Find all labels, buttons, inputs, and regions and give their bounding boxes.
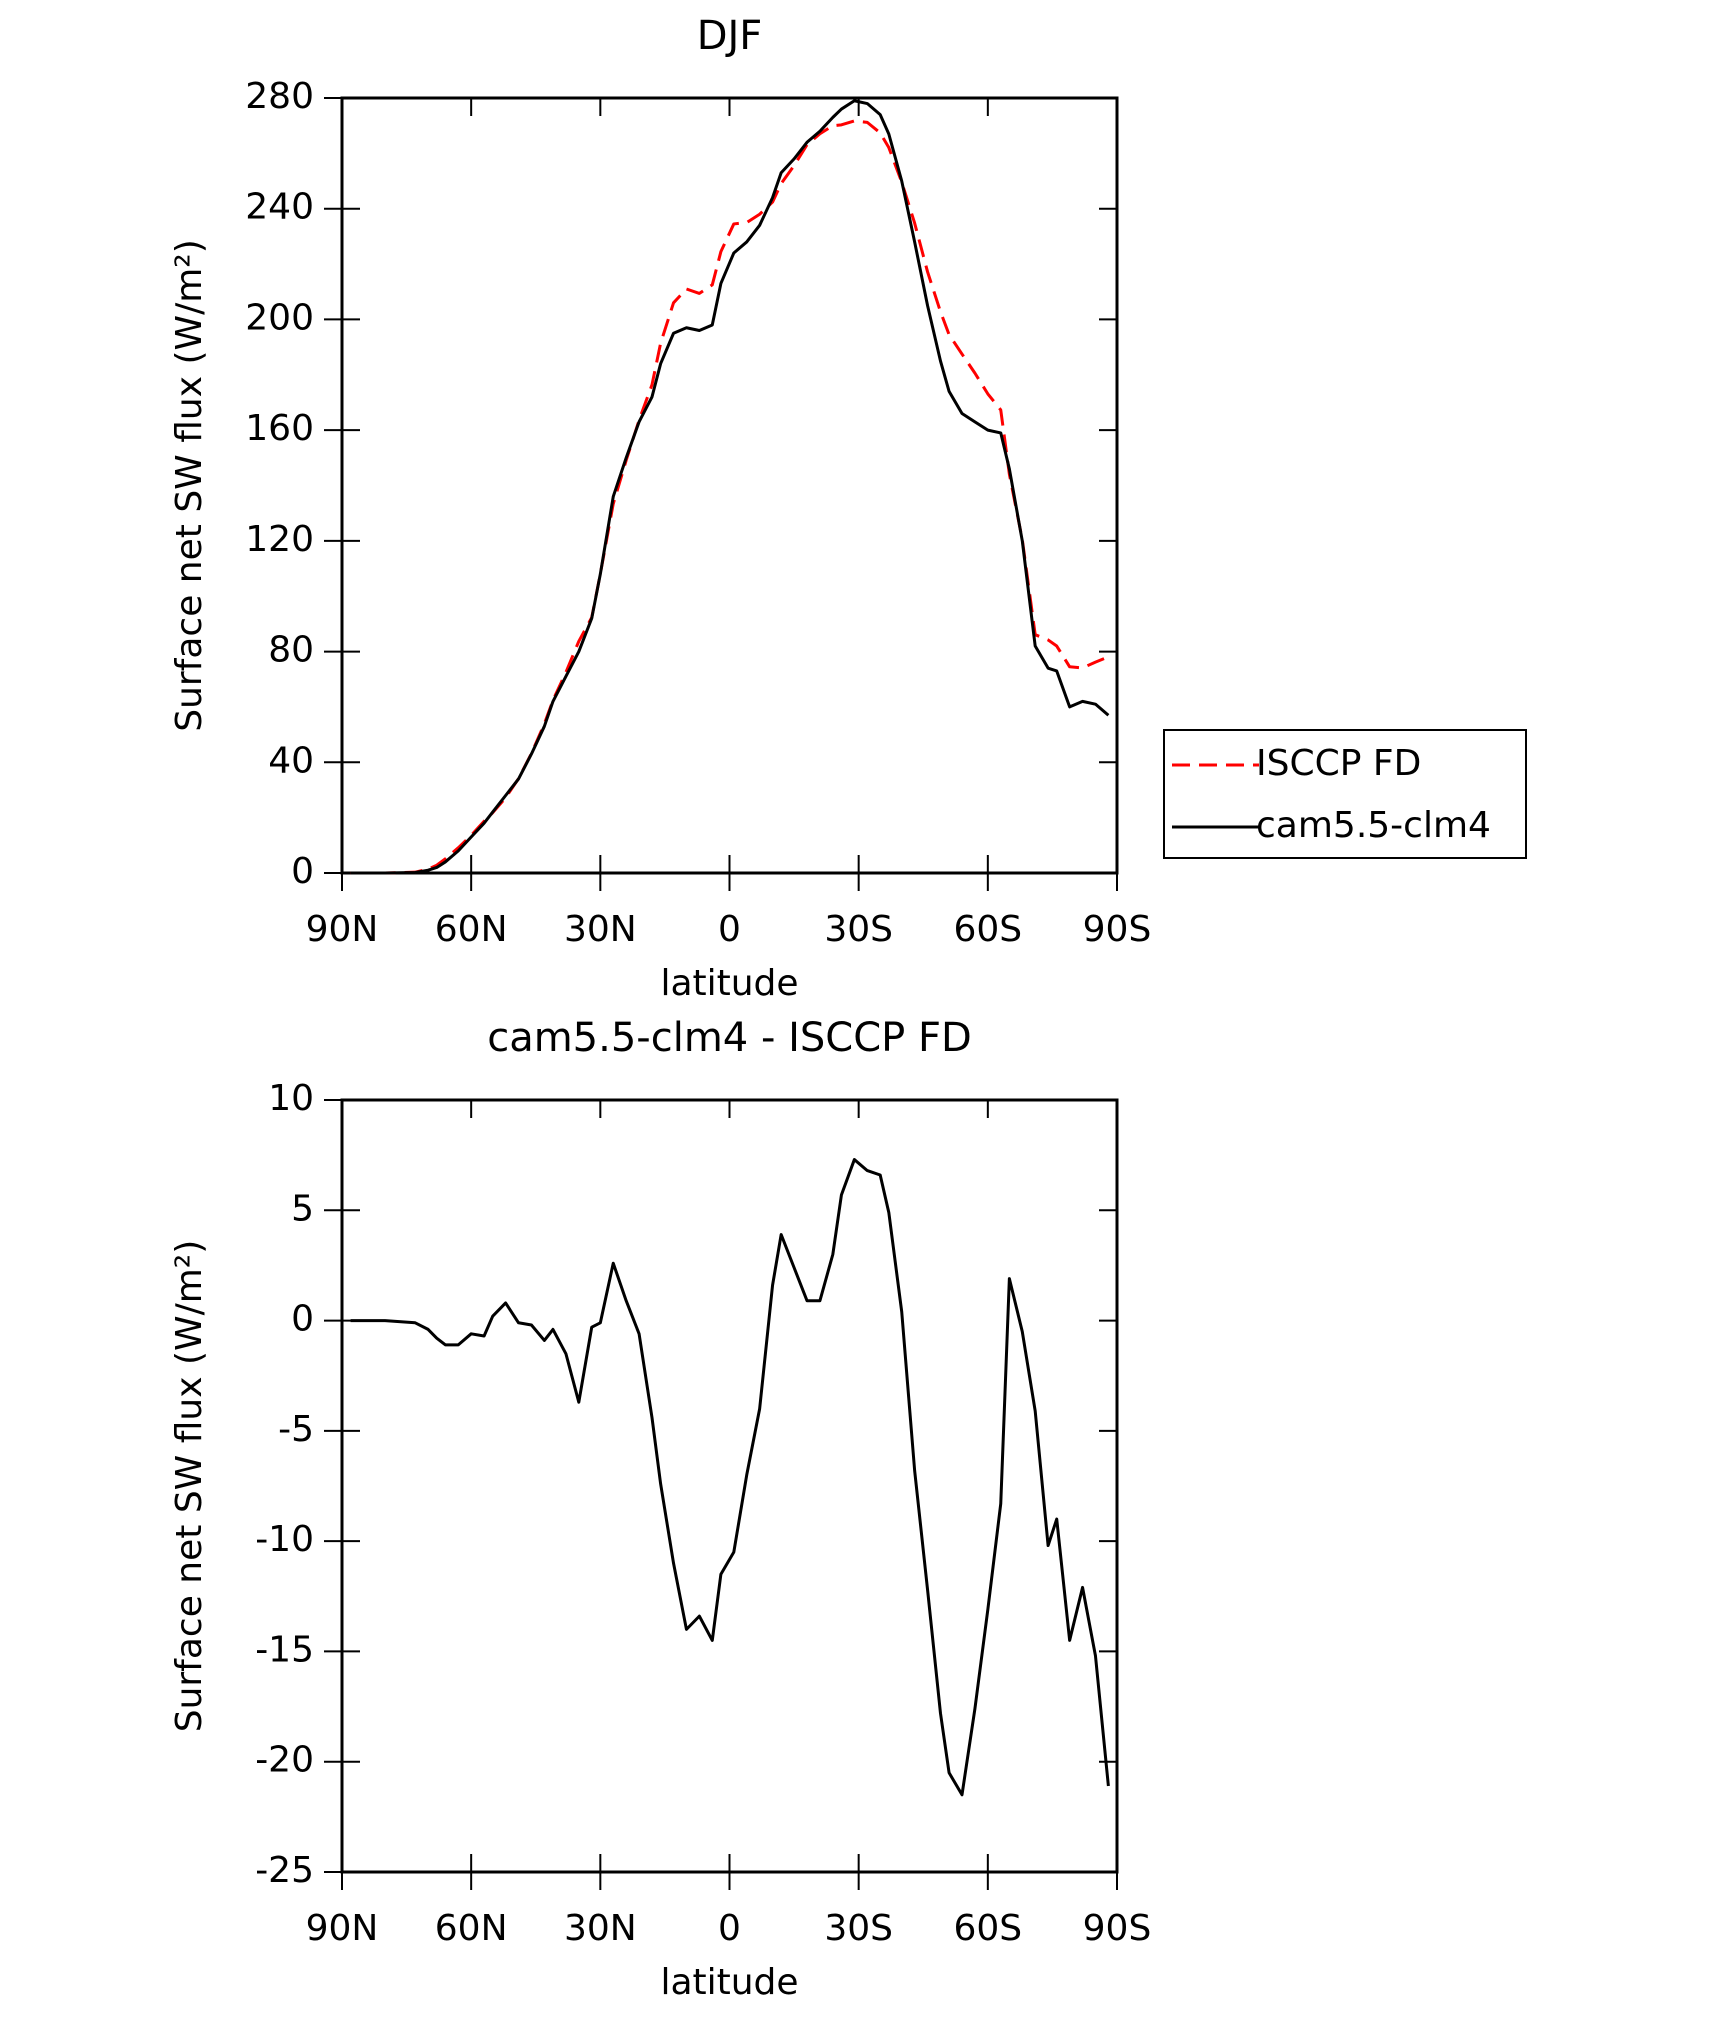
y-tick-label: 240 [245,187,314,228]
x-tick-label: 0 [718,909,741,950]
y-tick-label: -15 [255,1629,314,1670]
plot-frame [340,1098,1119,1874]
x-tick-label: 60N [435,1908,508,1949]
series-line [350,99,1110,875]
y-tick-label: 80 [268,630,314,671]
x-tick-label: 0 [718,1908,741,1949]
y-tick-label: 0 [291,851,314,892]
y-tick-label: 40 [268,740,314,781]
y-tick-label: 200 [245,297,314,338]
y-tick-label: -5 [278,1409,314,1450]
legend-label: cam5.5-clm4 [1256,805,1491,846]
chart-title: cam5.5-clm4 - ISCCP FD [487,1015,972,1061]
y-tick-label: 280 [245,76,314,117]
y-tick-label: -10 [255,1519,314,1560]
x-tick-label: 30S [824,909,893,950]
x-tick-label: 90N [306,1908,379,1949]
y-tick-label: -20 [255,1740,314,1781]
y-tick-label: 0 [291,1299,314,1340]
y-axis-label: Surface net SW flux (W/m²) [169,239,210,732]
y-axis-label: Surface net SW flux (W/m²) [169,1240,210,1733]
x-tick-label: 60N [435,909,508,950]
y-tick-label: -25 [255,1850,314,1891]
series-line [350,1158,1110,1797]
x-tick-label: 60S [953,909,1022,950]
x-axis-label: latitude [660,963,798,1004]
x-tick-label: 90S [1083,909,1152,950]
x-axis-label: latitude [660,1962,798,2003]
x-tick-label: 30N [564,909,637,950]
x-tick-label: 60S [953,1908,1022,1949]
legend-box [1163,729,1527,859]
series-line [350,119,1109,875]
y-tick-label: 5 [291,1188,314,1229]
plot-frame [340,96,1119,875]
y-tick-label: 160 [245,408,314,449]
x-tick-label: 30N [564,1908,637,1949]
legend-label: ISCCP FD [1256,743,1421,784]
x-tick-label: 90S [1083,1908,1152,1949]
chart-title: DJF [697,13,763,59]
x-tick-label: 90N [306,909,379,950]
y-tick-label: 10 [268,1078,314,1119]
x-tick-label: 30S [824,1908,893,1949]
y-tick-label: 120 [245,519,314,560]
